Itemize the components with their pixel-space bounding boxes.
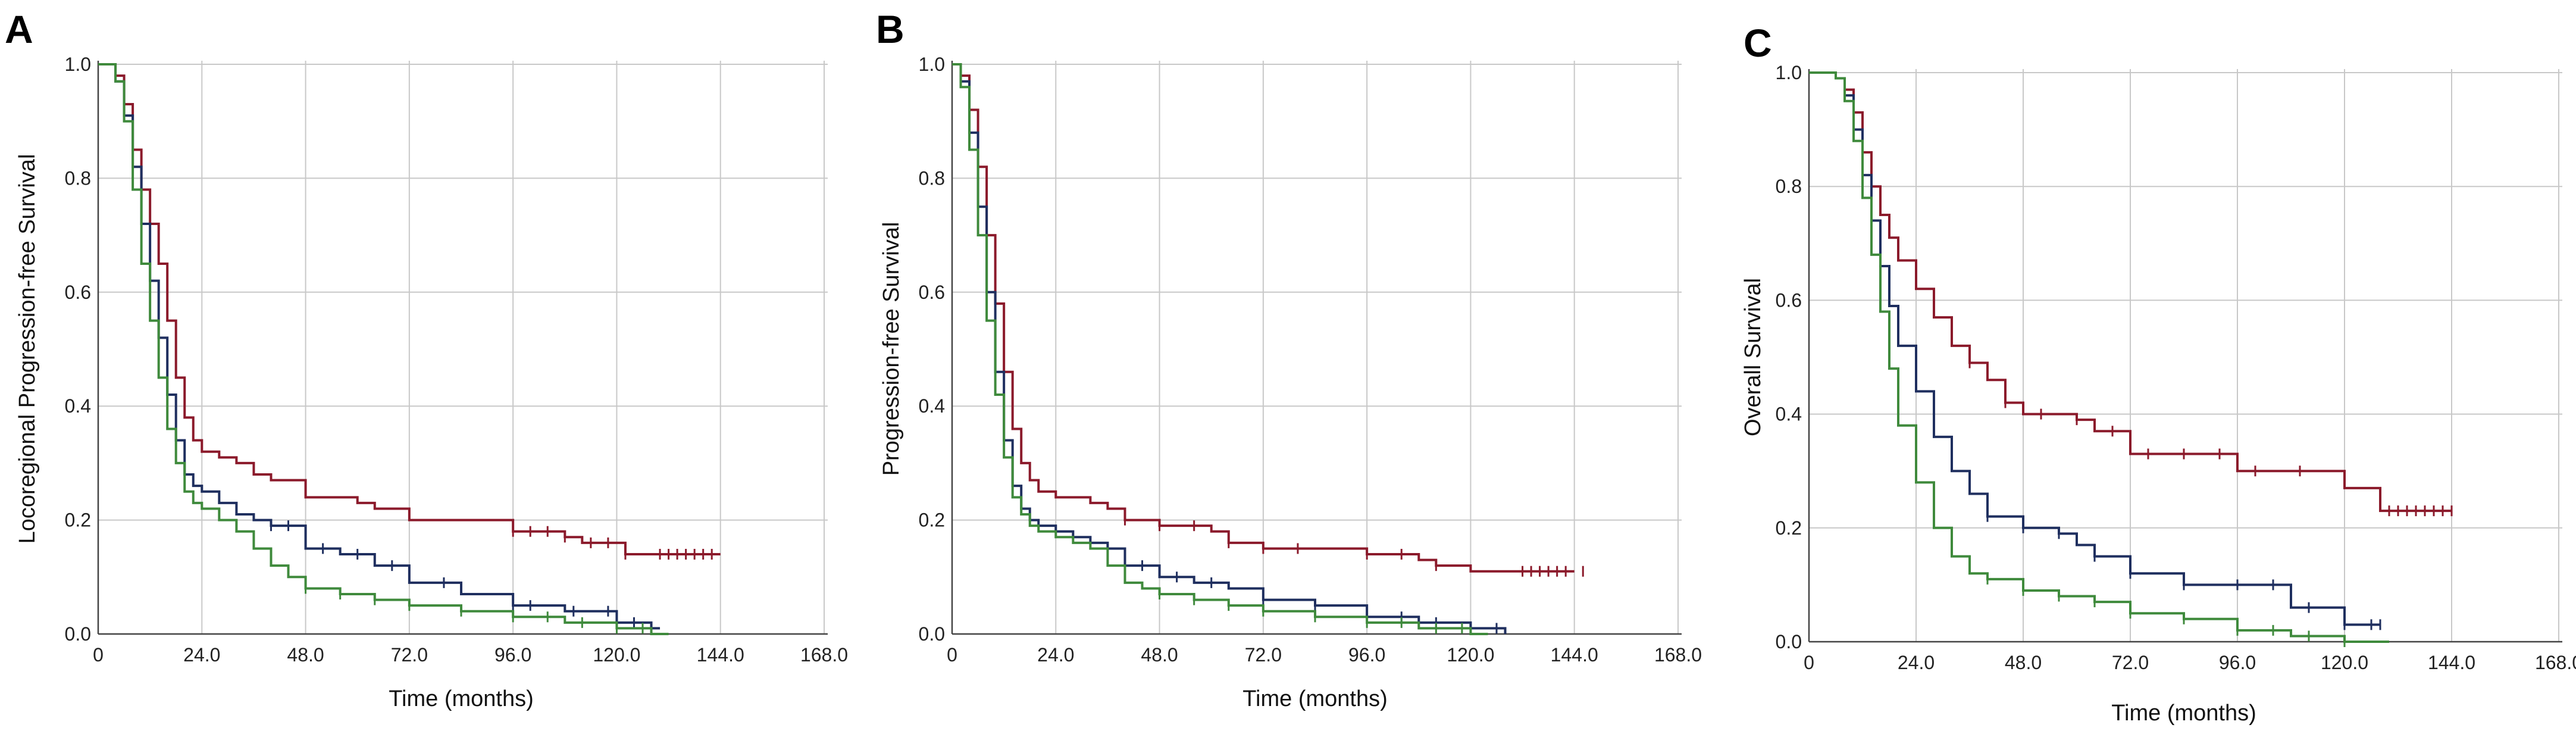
x-tick-label-c: 48.0 xyxy=(2005,652,2042,673)
y-axis-label-c: Overall Survival xyxy=(1741,278,1766,436)
y-tick-label-b: 0.8 xyxy=(919,167,945,189)
y-tick-label-b: 0.0 xyxy=(919,623,945,645)
panel-b: B 0 24.0 48.0 72.0 96.0 120.0 144.0 168.0 0.0 0.2… xyxy=(876,7,1702,711)
x-axis-label-b: Time (months) xyxy=(1242,686,1388,711)
x-tick-label-c: 72.0 xyxy=(2112,652,2149,673)
x-tick-label-c: 0 xyxy=(1804,652,1814,673)
x-tick-label-a: 24.0 xyxy=(183,644,220,666)
x-tick-label-b: 48.0 xyxy=(1141,644,1178,666)
x-tick-label-a: 72.0 xyxy=(391,644,428,666)
y-axis-label-b: Progression-free Survival xyxy=(879,222,904,476)
x-tick-label-a: 48.0 xyxy=(287,644,324,666)
y-tick-label-c: 0.4 xyxy=(1776,404,1802,425)
grid-a xyxy=(97,61,828,635)
km-curve-green-a xyxy=(98,63,669,635)
x-tick-label-c: 168.0 xyxy=(2535,652,2576,673)
x-tick-label-a: 0 xyxy=(93,644,104,666)
y-tick-label-b: 0.2 xyxy=(919,510,945,531)
km-curve-green-b xyxy=(952,63,1488,635)
series-a xyxy=(98,63,721,635)
km-curve-blue-a xyxy=(98,63,661,630)
panel-a: A 0 24.0 48.0 72.0 96.0 120.0 144.0 168.0 0.0 0.2… xyxy=(5,7,848,711)
series-b xyxy=(952,63,1584,635)
x-tick-label-a: 144.0 xyxy=(697,644,744,666)
y-tick-label-c: 0.6 xyxy=(1776,289,1802,311)
x-tick-label-b: 120.0 xyxy=(1447,644,1494,666)
ticks-b: 0 24.0 48.0 72.0 96.0 120.0 144.0 168.0 0.0 0.2 0.… xyxy=(919,54,1702,666)
panel-label-c: C xyxy=(1744,21,1772,65)
grid-c xyxy=(1808,69,2562,643)
x-tick-label-b: 96.0 xyxy=(1348,644,1385,666)
x-tick-label-c: 120.0 xyxy=(2321,652,2368,673)
x-tick-label-b: 0 xyxy=(947,644,957,666)
x-tick-label-c: 144.0 xyxy=(2428,652,2475,673)
ticks-a: 0 24.0 48.0 72.0 96.0 120.0 144.0 168.0 0.0 0.2 0.… xyxy=(65,54,849,666)
y-tick-label-a: 0.2 xyxy=(65,510,91,531)
ticks-c: 0 24.0 48.0 72.0 96.0 120.0 144.0 168.0 0.0 0.2 0.… xyxy=(1776,62,2576,673)
y-tick-label-a: 0.8 xyxy=(65,167,91,189)
series-c xyxy=(1809,71,2453,647)
x-tick-label-c: 96.0 xyxy=(2219,652,2256,673)
y-tick-label-b: 0.4 xyxy=(919,395,945,417)
x-tick-label-c: 24.0 xyxy=(1898,652,1935,673)
y-tick-label-c: 0.2 xyxy=(1776,517,1802,539)
y-axis-label-a: Locoregional Progression-free Survival xyxy=(15,154,40,544)
x-tick-label-a: 96.0 xyxy=(494,644,531,666)
panel-label-b: B xyxy=(876,7,904,51)
y-tick-label-c: 0.0 xyxy=(1776,631,1802,652)
y-tick-label-b: 1.0 xyxy=(919,54,945,75)
grid-b xyxy=(951,61,1682,635)
x-tick-label-b: 72.0 xyxy=(1245,644,1282,666)
x-tick-label-b: 144.0 xyxy=(1551,644,1598,666)
y-tick-label-c: 1.0 xyxy=(1776,62,1802,83)
x-tick-label-a: 168.0 xyxy=(800,644,848,666)
x-tick-label-b: 24.0 xyxy=(1037,644,1074,666)
x-tick-label-b: 168.0 xyxy=(1654,644,1702,666)
panel-c: C 0 24.0 48.0 72.0 96.0 120.0 144.0 168.0 0.0 0.2… xyxy=(1741,21,2576,726)
x-axis-label-c: Time (months) xyxy=(2111,701,2256,726)
y-tick-label-a: 1.0 xyxy=(65,54,91,75)
km-curve-blue-c xyxy=(1809,71,2380,626)
y-tick-label-b: 0.6 xyxy=(919,282,945,303)
panel-label-a: A xyxy=(5,7,33,51)
km-curve-blue-b xyxy=(952,63,1507,634)
y-tick-label-a: 0.6 xyxy=(65,282,91,303)
x-axis-label-a: Time (months) xyxy=(389,686,534,711)
y-tick-label-c: 0.8 xyxy=(1776,176,1802,197)
y-tick-label-a: 0.4 xyxy=(65,395,91,417)
x-tick-label-a: 120.0 xyxy=(593,644,640,666)
y-tick-label-a: 0.0 xyxy=(65,623,91,645)
